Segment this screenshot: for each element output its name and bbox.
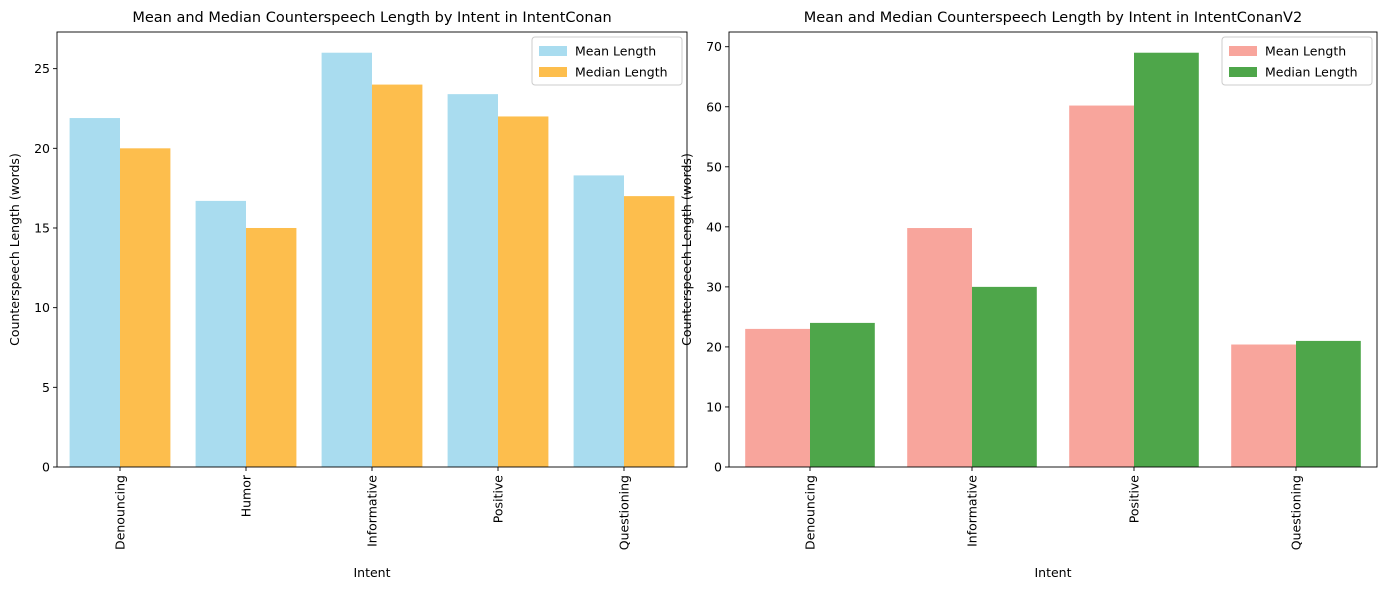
y-tick-label: 60 bbox=[706, 99, 722, 114]
x-tick-label: Positive bbox=[1127, 475, 1142, 523]
y-tick-label: 5 bbox=[42, 380, 50, 395]
bar-mean-length-positive bbox=[1069, 105, 1134, 468]
bar-median-length-denouncing bbox=[120, 148, 171, 468]
legend bbox=[1221, 36, 1373, 86]
bar-mean-length-questioning bbox=[1231, 344, 1296, 467]
y-axis-label: Counterspeech Length (words) bbox=[679, 153, 694, 346]
x-axis-label: Intent bbox=[353, 565, 390, 580]
legend-label: Mean Length bbox=[1265, 44, 1346, 59]
bar-median-length-denouncing bbox=[810, 322, 875, 467]
y-tick-label: 10 bbox=[34, 300, 50, 315]
bar-mean-length-positive bbox=[447, 94, 498, 468]
axes-frame bbox=[728, 31, 1378, 468]
bar-mean-length-denouncing bbox=[69, 118, 120, 468]
y-tick-label: 10 bbox=[706, 399, 722, 414]
x-tick-label: Positive bbox=[491, 475, 506, 523]
x-tick-label: Denouncing bbox=[113, 475, 128, 550]
bar-mean-length-humor bbox=[195, 200, 246, 467]
y-tick-label: 0 bbox=[714, 460, 722, 475]
legend-label: Median Length bbox=[1265, 65, 1358, 80]
legend-swatch bbox=[539, 46, 567, 56]
y-tick-label: 20 bbox=[706, 339, 722, 354]
legend-swatch bbox=[1229, 67, 1257, 77]
chart-title: Mean and Median Counterspeech Length by … bbox=[132, 10, 611, 26]
bar-median-length-questioning bbox=[1296, 340, 1361, 467]
legend-swatch bbox=[1229, 46, 1257, 56]
bar-median-length-positive bbox=[1134, 52, 1199, 467]
legend-swatch bbox=[539, 67, 567, 77]
x-tick-label: Questioning bbox=[617, 475, 632, 550]
bar-median-length-positive bbox=[498, 116, 549, 467]
bar-median-length-informative bbox=[972, 286, 1037, 467]
bar-mean-length-questioning bbox=[573, 175, 624, 467]
y-tick-label: 25 bbox=[34, 61, 50, 76]
bar-median-length-questioning bbox=[624, 196, 675, 467]
y-axis-label: Counterspeech Length (words) bbox=[7, 153, 22, 346]
legend-label: Mean Length bbox=[575, 44, 656, 59]
chart-intentconan: 0 5 10 15 20 25 Denouncing Humor Informative Posi… bbox=[7, 10, 688, 580]
y-tick-label: 50 bbox=[706, 159, 722, 174]
y-tick-label: 0 bbox=[42, 460, 50, 475]
x-tick-label: Informative bbox=[965, 475, 980, 547]
bar-mean-length-informative bbox=[321, 52, 372, 467]
legend bbox=[531, 36, 683, 86]
legend-label: Median Length bbox=[575, 65, 668, 80]
bar-median-length-informative bbox=[372, 84, 423, 467]
y-tick-label: 40 bbox=[706, 219, 722, 234]
y-tick-label: 70 bbox=[706, 39, 722, 54]
bar-mean-length-informative bbox=[907, 228, 972, 467]
chart-intentconanv2: 0 10 20 30 40 50 60 70 Denouncing Informative Posi… bbox=[679, 10, 1378, 580]
y-tick-label: 30 bbox=[706, 279, 722, 294]
x-tick-label: Denouncing bbox=[803, 475, 818, 550]
x-tick-label: Questioning bbox=[1289, 475, 1304, 550]
bar-mean-length-denouncing bbox=[745, 328, 810, 467]
x-tick-label: Informative bbox=[365, 475, 380, 547]
chart-title: Mean and Median Counterspeech Length by … bbox=[804, 10, 1302, 26]
x-tick-label: Humor bbox=[239, 474, 254, 517]
y-tick-label: 20 bbox=[34, 141, 50, 156]
y-tick-label: 15 bbox=[34, 220, 50, 235]
x-axis-label: Intent bbox=[1034, 565, 1071, 580]
bar-median-length-humor bbox=[246, 227, 297, 467]
